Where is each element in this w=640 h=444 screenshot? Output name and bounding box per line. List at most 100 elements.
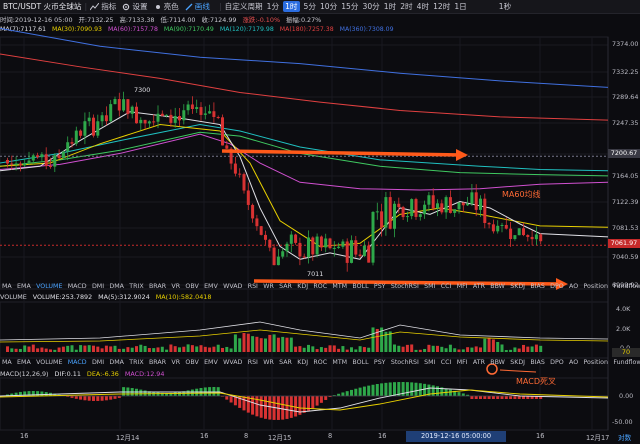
indicator-tab-obv[interactable]: OBV xyxy=(185,283,199,290)
indicator-tab-mtm[interactable]: MTM xyxy=(332,283,348,290)
interval-1d[interactable]: 1日 xyxy=(454,2,467,11)
indicator-tab-bbw[interactable]: BBW xyxy=(490,359,505,366)
indicator-tab-dma[interactable]: DMA xyxy=(109,283,124,290)
indicator-tab-dpo[interactable]: DPO xyxy=(550,359,564,366)
indicator-tab-macd[interactable]: MACD xyxy=(67,359,87,366)
indicator-tab-ao[interactable]: AO xyxy=(569,359,579,366)
indicator-tab-cci[interactable]: CCI xyxy=(440,359,452,366)
indicator-tab-position[interactable]: Position xyxy=(583,283,609,290)
indicator-tab-obv[interactable]: OBV xyxy=(185,359,199,366)
interval-5min[interactable]: 5分 xyxy=(303,2,316,11)
macd-bar xyxy=(362,386,366,396)
indicator-tab-wr[interactable]: WR xyxy=(263,359,274,366)
indicator-tab-mfi[interactable]: MFI xyxy=(456,283,468,290)
indicator-tab-wvad[interactable]: WVAD xyxy=(223,283,243,290)
indicator-tab-emv[interactable]: EMV xyxy=(204,283,218,290)
indicator-tab-wr[interactable]: WR xyxy=(263,283,274,290)
indicator-tab-sar[interactable]: SAR xyxy=(279,359,292,366)
indicator-tab-roc[interactable]: ROC xyxy=(313,359,328,366)
ma360-label: MA(360):7308.09 xyxy=(339,26,394,33)
macd-bar xyxy=(440,387,444,396)
indicator-tab-roc[interactable]: ROC xyxy=(313,283,328,290)
indicator-tab-brar[interactable]: BRAR xyxy=(148,283,167,290)
indicator-tab-bias[interactable]: BIAS xyxy=(530,283,545,290)
interval-12h[interactable]: 12时 xyxy=(433,2,451,11)
log-scale-toggle[interactable]: 对数 xyxy=(618,434,632,442)
interval-10min[interactable]: 10分 xyxy=(319,2,338,11)
indicator-tab-volume[interactable]: VOLUME xyxy=(36,359,63,366)
indicator-tab-mfi[interactable]: MFI xyxy=(456,359,468,366)
indicator-tab-ao[interactable]: AO xyxy=(569,283,579,290)
custom-period-button[interactable]: 自定义周期 xyxy=(224,2,263,11)
volume-bar xyxy=(251,336,255,352)
indicator-tab-trix[interactable]: TRIX xyxy=(129,283,144,290)
current-price-tag: 7200.67 xyxy=(608,149,640,158)
indicator-tab-fundflow[interactable]: Fundflow xyxy=(613,283,640,290)
indicator-tab-smi[interactable]: SMI xyxy=(424,283,436,290)
theme-button[interactable]: 亮色 xyxy=(154,1,179,12)
indicator-tab-dmi[interactable]: DMI xyxy=(91,283,105,290)
indicator-tab-volume[interactable]: VOLUME xyxy=(36,283,63,290)
indicator-tab-position[interactable]: Position xyxy=(583,359,609,366)
indicator-tab-stochrsi[interactable]: StochRSI xyxy=(390,283,419,290)
indicator-tab-dpo[interactable]: DPO xyxy=(550,283,564,290)
interval-15min[interactable]: 15分 xyxy=(341,2,359,11)
volume-bar xyxy=(126,347,130,352)
indicator-tab-stochrsi[interactable]: StochRSI xyxy=(390,359,419,366)
indicator-tab-psy[interactable]: PSY xyxy=(373,359,386,366)
indicator-tab-kdj[interactable]: KDJ xyxy=(297,359,309,366)
indicator-tab-dma[interactable]: DMA xyxy=(109,359,124,366)
interval-1h-active[interactable]: 1时 xyxy=(283,1,300,12)
indicator-tab-smi[interactable]: SMI xyxy=(424,359,436,366)
indicator-tab-fundflow[interactable]: Fundflow xyxy=(613,359,640,366)
indicator-tab-vr[interactable]: VR xyxy=(171,283,181,290)
indicator-tab-skdj[interactable]: SKDJ xyxy=(510,283,526,290)
indicator-tab-atr[interactable]: ATR xyxy=(472,359,485,366)
draw-line-button[interactable]: 画线 xyxy=(185,1,210,12)
indicator-tab-atr[interactable]: ATR xyxy=(472,283,485,290)
indicator-tab-rsi[interactable]: RSI xyxy=(247,283,258,290)
volume-bar xyxy=(216,344,220,352)
indicator-tab-boll[interactable]: BOLL xyxy=(352,359,369,366)
indicator-tab-vr[interactable]: VR xyxy=(171,359,181,366)
indicator-tab-kdj[interactable]: KDJ xyxy=(297,283,309,290)
candle-body xyxy=(190,104,194,110)
indicator-tab-cci[interactable]: CCI xyxy=(440,283,452,290)
settings-button[interactable]: 设置 xyxy=(122,1,148,12)
indicator-tab-skdj[interactable]: SKDJ xyxy=(510,359,526,366)
indicator-tab-psy[interactable]: PSY xyxy=(373,283,386,290)
macd-bar xyxy=(276,396,280,420)
indicator-tab-sar[interactable]: SAR xyxy=(279,283,292,290)
macd-bar xyxy=(444,388,448,396)
indicator-tab-brar[interactable]: BRAR xyxy=(148,359,167,366)
candle-body xyxy=(212,111,216,117)
indicator-tab-ema[interactable]: EMA xyxy=(17,283,31,290)
volume-ma5: MA(5):312.9024 xyxy=(98,293,150,301)
indicator-tab-ema[interactable]: EMA xyxy=(17,359,31,366)
volume-bar xyxy=(461,349,465,352)
interval-2h[interactable]: 2时 xyxy=(400,2,413,11)
interval-30min[interactable]: 30分 xyxy=(362,2,380,11)
indicator-tab-boll[interactable]: BOLL xyxy=(352,283,369,290)
indicator-tab-ma[interactable]: MA xyxy=(2,359,12,366)
indicator-tab-macd[interactable]: MACD xyxy=(67,283,87,290)
indicator-button[interactable]: 指标 xyxy=(90,1,116,12)
indicator-tab-mtm[interactable]: MTM xyxy=(332,359,348,366)
indicator-tab-dmi[interactable]: DMI xyxy=(91,359,105,366)
macd-bar xyxy=(388,382,392,396)
interval-4h[interactable]: 4时 xyxy=(416,2,430,11)
indicator-tab-bias[interactable]: BIAS xyxy=(530,359,545,366)
indicator-tab-emv[interactable]: EMV xyxy=(204,359,218,366)
interval-1s[interactable]: 1秒 xyxy=(498,2,512,11)
candle-body xyxy=(307,237,310,258)
indicator-tab-wvad[interactable]: WVAD xyxy=(223,359,243,366)
indicator-tab-rsi[interactable]: RSI xyxy=(247,359,258,366)
indicator-tab-bbw[interactable]: BBW xyxy=(490,283,505,290)
interval-1h[interactable]: 1时 xyxy=(383,2,397,11)
interval-1min[interactable]: 1分 xyxy=(266,2,280,11)
symbol-title[interactable]: BTC/USDT 火币全球站 xyxy=(3,2,82,11)
indicator-tab-ma[interactable]: MA xyxy=(2,283,12,290)
indicator-tab-trix[interactable]: TRIX xyxy=(129,359,144,366)
volume-bar xyxy=(40,347,44,352)
volume-ma10-line xyxy=(0,329,609,343)
